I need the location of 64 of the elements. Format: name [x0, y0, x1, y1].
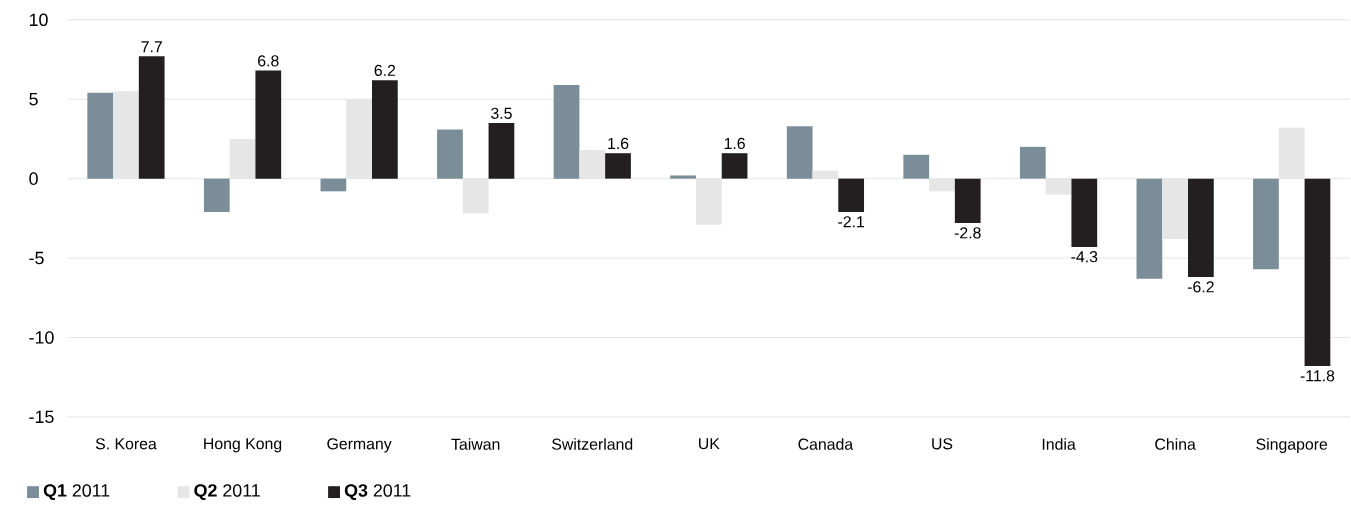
- data-label: 1.6: [608, 137, 629, 150]
- x-tick-label: S. Korea: [95, 438, 157, 450]
- data-label: -11.8: [1300, 370, 1335, 382]
- x-tick-label: Germany: [327, 438, 392, 453]
- x-tick-label: Switzerland: [552, 438, 633, 450]
- y-tick-label: 10: [29, 13, 48, 27]
- data-label: 7.7: [141, 41, 162, 53]
- bar: [838, 178, 865, 212]
- data-label: -6.2: [1187, 281, 1214, 293]
- x-tick-label: US: [932, 438, 953, 450]
- bar: [346, 99, 372, 179]
- x-tick-label: China: [1155, 438, 1196, 450]
- y-tick-label: 0: [29, 172, 38, 185]
- data-label: 3.5: [491, 107, 512, 119]
- x-tick-label: India: [1042, 438, 1076, 450]
- bar: [87, 92, 114, 179]
- bar: [812, 170, 839, 179]
- bar: [1071, 178, 1098, 247]
- bar: [437, 129, 463, 179]
- bar: [462, 178, 489, 214]
- bar: [229, 138, 256, 179]
- x-tick-label: Singapore: [1256, 438, 1328, 453]
- bar: [255, 70, 282, 179]
- legend-label: Q2 2011: [194, 484, 260, 501]
- bar: [1253, 178, 1279, 270]
- bar: [670, 175, 696, 179]
- bar: [138, 56, 165, 179]
- bar: [903, 154, 930, 179]
- bar: [579, 150, 606, 179]
- bar: [929, 178, 955, 192]
- data-label: 1.6: [724, 137, 745, 150]
- bar: [113, 91, 139, 179]
- bar: [320, 178, 347, 192]
- bar: [954, 178, 981, 224]
- x-tick-label: UK: [699, 438, 720, 450]
- bar: [1278, 127, 1305, 179]
- bar: [371, 80, 398, 179]
- bar: [786, 126, 813, 179]
- y-tick-label: -15: [29, 410, 54, 424]
- legend-label: Q1 2011: [43, 484, 110, 501]
- legend-label: Q3 2011: [344, 484, 411, 501]
- data-label: 6.8: [258, 55, 279, 67]
- data-label: 6.2: [374, 64, 396, 76]
- data-label: -2.1: [838, 216, 865, 228]
- x-tick-label: Taiwan: [451, 438, 500, 450]
- y-tick-label: -5: [29, 251, 44, 265]
- y-tick-label: -10: [29, 331, 54, 344]
- bar: [1188, 178, 1214, 278]
- x-tick-label: Hong Kong: [204, 438, 282, 453]
- bar: [1019, 146, 1046, 179]
- bar: [1304, 178, 1331, 367]
- bar: [721, 153, 748, 179]
- bar: [695, 178, 722, 225]
- bar: [605, 153, 631, 179]
- bar: [553, 84, 580, 179]
- x-tick-label: Canada: [798, 438, 854, 450]
- bar: [1136, 178, 1163, 279]
- data-label: -2.8: [954, 227, 981, 239]
- bar: [203, 178, 230, 212]
- data-label: -4.3: [1071, 251, 1098, 263]
- bar: [1162, 178, 1189, 239]
- bar: [1045, 178, 1072, 195]
- bar: [488, 123, 515, 179]
- y-tick-label: 5: [29, 92, 38, 106]
